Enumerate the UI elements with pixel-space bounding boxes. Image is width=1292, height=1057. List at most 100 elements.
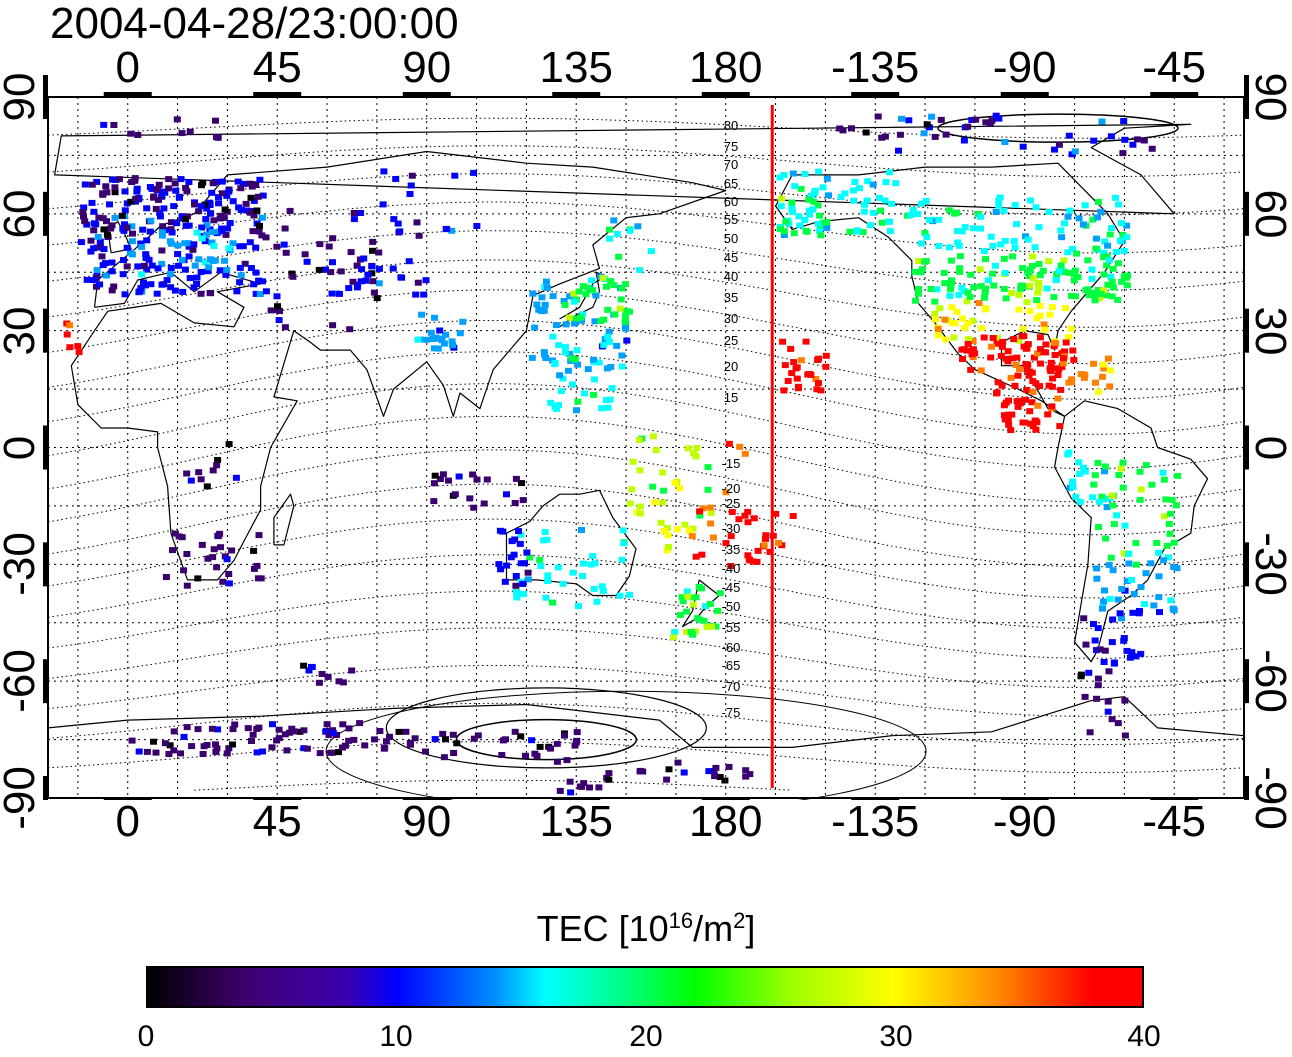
tec-cell xyxy=(754,547,762,554)
tec-cell xyxy=(941,280,949,287)
tec-cell xyxy=(573,347,581,354)
tec-cell xyxy=(208,725,216,732)
tec-cell xyxy=(1090,481,1098,488)
tec-cell xyxy=(1095,198,1102,205)
tec-cell xyxy=(1058,234,1066,241)
tec-cell xyxy=(168,219,175,226)
tec-cell xyxy=(807,192,815,199)
tec-cell xyxy=(1110,521,1118,528)
tec-cell xyxy=(206,290,214,296)
tec-cell xyxy=(969,317,977,324)
tec-cell xyxy=(246,209,254,216)
tec-cell xyxy=(1091,472,1099,479)
tec-cell xyxy=(942,131,950,138)
tec-cell xyxy=(1069,246,1076,252)
tec-cell xyxy=(1037,346,1044,353)
tec-cell xyxy=(147,281,155,288)
tec-cell xyxy=(158,260,166,267)
tec-cell xyxy=(325,732,333,739)
tec-cell xyxy=(1106,383,1114,390)
tec-cell xyxy=(1069,484,1077,491)
colorbar-tick-3: 30 xyxy=(879,1020,913,1053)
tec-cell xyxy=(805,196,813,203)
tec-cell xyxy=(1043,285,1051,292)
tec-cell xyxy=(222,231,230,238)
tec-cell xyxy=(1147,560,1155,567)
tec-cell xyxy=(382,738,390,745)
tec-cell xyxy=(1004,411,1012,418)
tec-cell xyxy=(1106,231,1114,238)
tec-cell xyxy=(143,205,151,212)
tec-cell xyxy=(671,629,679,635)
tec-cell xyxy=(793,375,801,382)
tec-cell xyxy=(1097,290,1105,297)
tec-cell xyxy=(1102,535,1110,542)
tec-cell xyxy=(451,491,459,498)
tec-cell xyxy=(99,262,107,269)
tec-cell xyxy=(531,750,539,757)
tec-cell xyxy=(434,345,442,352)
tec-cell xyxy=(540,307,548,314)
contour-label: 70 xyxy=(724,157,738,172)
tec-cell xyxy=(1082,641,1090,648)
tec-cell xyxy=(204,555,212,562)
maglat-contour xyxy=(194,779,793,791)
tec-cell xyxy=(213,462,221,469)
tec-cell xyxy=(565,350,573,357)
tec-cell xyxy=(1126,654,1134,661)
tec-cell xyxy=(1118,585,1126,592)
tec-cell xyxy=(450,750,458,756)
tec-cell xyxy=(678,594,686,601)
tec-cell xyxy=(178,256,186,263)
tec-cell xyxy=(110,122,118,128)
tec-cell xyxy=(989,335,997,341)
tec-cell xyxy=(123,244,131,251)
plot-title: 2004-04-28/23:00:00 xyxy=(50,0,459,48)
tec-cell xyxy=(573,407,580,414)
tec-cell xyxy=(992,209,1000,215)
tec-cell xyxy=(982,306,989,313)
tec-cell xyxy=(584,366,592,373)
tec-cell xyxy=(1161,513,1169,520)
tec-cell xyxy=(1019,143,1027,150)
tec-cell xyxy=(605,770,613,777)
tec-cell xyxy=(918,266,926,273)
tec-cell xyxy=(850,197,858,204)
tec-cell xyxy=(140,262,148,269)
tec-cell xyxy=(599,587,607,594)
tec-cell xyxy=(1112,194,1119,201)
tec-cell xyxy=(358,266,366,273)
tec-cell xyxy=(143,748,151,755)
tec-cell xyxy=(1096,646,1104,653)
tec-cell xyxy=(636,510,644,517)
tec-cell xyxy=(252,244,260,251)
tec-cell xyxy=(99,190,107,197)
tec-cell xyxy=(617,296,625,303)
tec-cell xyxy=(87,237,95,244)
tec-cell xyxy=(1045,382,1053,389)
tec-cell xyxy=(961,324,968,331)
tec-cell xyxy=(132,195,140,202)
tec-cell xyxy=(993,340,1001,347)
tec-cell xyxy=(1129,609,1137,616)
tec-cell xyxy=(885,169,893,176)
tec-cell xyxy=(201,259,209,266)
tec-cell xyxy=(237,185,245,192)
tec-cell xyxy=(598,405,606,412)
tec-cell xyxy=(453,740,461,747)
tec-cell xyxy=(1125,550,1133,557)
maglat-contour xyxy=(47,351,1245,435)
tec-cell xyxy=(618,352,626,359)
tec-cell xyxy=(282,249,290,256)
tec-cell xyxy=(1148,145,1156,152)
tec-cell xyxy=(750,558,758,565)
tec-cell xyxy=(225,580,233,587)
tec-cell xyxy=(921,229,929,236)
maglat-contour xyxy=(47,289,1245,365)
tec-cell xyxy=(431,472,439,479)
tec-cell xyxy=(1092,245,1100,252)
tec-cell xyxy=(429,336,437,342)
tec-cell xyxy=(1036,334,1044,341)
tec-cell xyxy=(1034,402,1042,409)
tec-cell xyxy=(185,253,193,260)
